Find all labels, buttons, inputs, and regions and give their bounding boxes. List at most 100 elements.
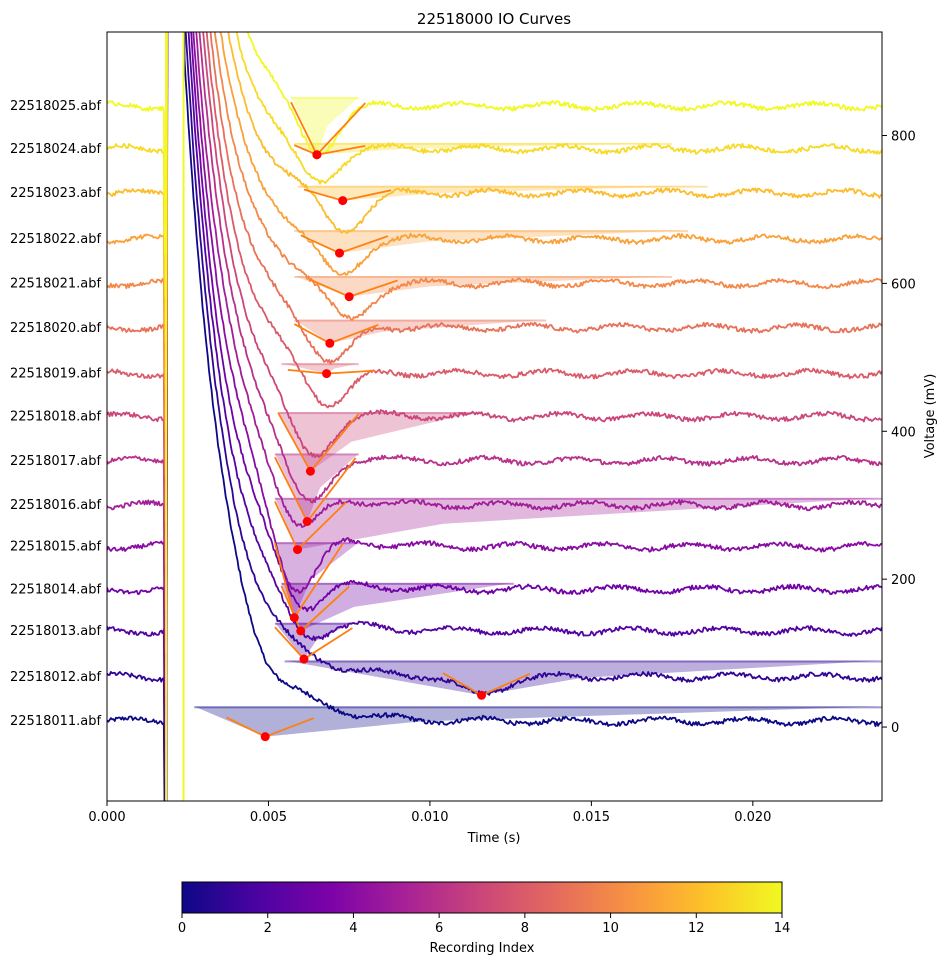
series-label-11: 22518022.abf bbox=[10, 232, 102, 247]
series-label-10: 22518021.abf bbox=[10, 276, 102, 291]
peak-marker-1 bbox=[477, 690, 487, 700]
colorbar-tick-label-5: 10 bbox=[602, 921, 619, 936]
x-tick-label-1: 0.005 bbox=[250, 810, 287, 825]
x-axis-ticks: 0.000 0.005 0.010 0.015 0.020 bbox=[88, 801, 771, 825]
peak-fill-8 bbox=[281, 363, 359, 374]
series-label-7: 22518018.abf bbox=[10, 410, 102, 425]
peak-marker-7 bbox=[305, 466, 315, 476]
fill-top-0 bbox=[194, 706, 882, 709]
y-axis-label: Voltage (mV) bbox=[923, 374, 938, 459]
peak-fill-5 bbox=[274, 497, 882, 550]
colorbar: 0 2 4 6 8 10 12 14 Recording Index bbox=[178, 881, 790, 956]
peak-marker-4 bbox=[289, 613, 299, 623]
series-label-6: 22518017.abf bbox=[10, 454, 102, 469]
y-tick-label-1: 200 bbox=[891, 573, 916, 588]
trace-1 bbox=[107, 32, 882, 801]
peak-markers bbox=[260, 150, 487, 742]
colorbar-ticks: 0 2 4 6 8 10 12 14 bbox=[178, 913, 790, 936]
x-tick-label-0: 0.000 bbox=[88, 810, 125, 825]
fill-top-7 bbox=[278, 412, 476, 415]
trace-14 bbox=[107, 32, 882, 255]
colorbar-tick-label-7: 14 bbox=[774, 921, 791, 936]
peak-fill-0 bbox=[194, 706, 882, 737]
series-label-0: 22518011.abf bbox=[10, 714, 102, 729]
peak-marker-3 bbox=[296, 626, 306, 636]
peak-marker-14 bbox=[312, 150, 322, 160]
y-tick-label-4: 800 bbox=[891, 130, 916, 145]
peak-fill-1 bbox=[284, 660, 882, 696]
x-tick-label-2: 0.010 bbox=[411, 810, 448, 825]
y-tick-label-0: 0 bbox=[891, 721, 899, 736]
trace-11 bbox=[107, 32, 882, 388]
trace-5 bbox=[107, 32, 882, 654]
trace-6 bbox=[107, 32, 882, 610]
voltage-traces bbox=[107, 32, 882, 801]
fill-top-2 bbox=[274, 622, 353, 625]
y-axis-ticks: 0 200 400 600 800 bbox=[882, 130, 916, 736]
trace-12 bbox=[107, 32, 882, 343]
fill-top-1 bbox=[284, 660, 882, 663]
fill-top-5 bbox=[274, 497, 882, 500]
fill-top-10 bbox=[294, 276, 673, 279]
peak-fill-11 bbox=[294, 230, 689, 254]
fill-top-11 bbox=[294, 230, 689, 233]
fill-top-3 bbox=[281, 582, 514, 585]
trace-10 bbox=[107, 32, 882, 433]
trace-9 bbox=[107, 32, 882, 477]
colorbar-tick-label-6: 12 bbox=[688, 921, 705, 936]
series-label-4: 22518015.abf bbox=[10, 540, 102, 555]
peak-marker-9 bbox=[325, 338, 335, 348]
series-label-1: 22518012.abf bbox=[10, 670, 102, 685]
series-label-14: 22518025.abf bbox=[10, 99, 102, 114]
peak-marker-10 bbox=[344, 292, 354, 302]
trace-4 bbox=[107, 32, 882, 696]
peak-fill-6 bbox=[274, 453, 359, 522]
fill-top-4 bbox=[274, 542, 359, 545]
series-label-12: 22518023.abf bbox=[10, 186, 102, 201]
peak-marker-12 bbox=[338, 196, 348, 206]
peak-marker-5 bbox=[293, 545, 303, 555]
series-labels: 22518011.abf 22518012.abf 22518013.abf 2251… bbox=[10, 99, 102, 729]
peak-fill-7 bbox=[278, 412, 476, 472]
y-tick-label-3: 600 bbox=[891, 277, 916, 292]
colorbar-gradient bbox=[181, 881, 783, 914]
peak-marker-8 bbox=[322, 369, 332, 379]
colorbar-tick-label-4: 8 bbox=[521, 921, 529, 936]
peak-marker-6 bbox=[302, 516, 312, 526]
fill-top-12 bbox=[297, 185, 708, 188]
colorbar-tick-label-1: 2 bbox=[264, 921, 272, 936]
colorbar-label: Recording Index bbox=[430, 941, 535, 956]
fill-top-13 bbox=[294, 142, 673, 145]
series-label-5: 22518016.abf bbox=[10, 498, 102, 513]
y-tick-label-2: 400 bbox=[891, 425, 916, 440]
trace-8 bbox=[107, 32, 882, 523]
series-label-3: 22518014.abf bbox=[10, 583, 102, 598]
x-axis-label: Time (s) bbox=[467, 831, 521, 846]
series-label-9: 22518020.abf bbox=[10, 321, 102, 336]
peak-fill-14 bbox=[291, 97, 359, 155]
trace-13 bbox=[107, 32, 882, 298]
x-tick-label-3: 0.015 bbox=[573, 810, 610, 825]
stimulus-artifact bbox=[165, 32, 185, 801]
plot-frame bbox=[106, 31, 883, 802]
trace-3 bbox=[107, 32, 882, 739]
trace-2 bbox=[107, 32, 882, 780]
peak-fill-9 bbox=[294, 319, 547, 344]
colorbar-tick-label-3: 6 bbox=[435, 921, 443, 936]
fill-top-9 bbox=[294, 319, 547, 322]
peak-fill-4 bbox=[274, 542, 359, 618]
trace-7 bbox=[107, 32, 882, 566]
fill-top-8 bbox=[281, 363, 359, 366]
colorbar-tick-label-2: 4 bbox=[349, 921, 357, 936]
chart-title: 22518000 IO Curves bbox=[417, 10, 571, 28]
plot-area bbox=[107, 32, 882, 801]
series-label-13: 22518024.abf bbox=[10, 142, 102, 157]
trace-0 bbox=[107, 32, 882, 801]
peak-marker-11 bbox=[335, 248, 344, 258]
fill-top-14 bbox=[291, 97, 359, 100]
series-label-2: 22518013.abf bbox=[10, 624, 102, 639]
x-tick-label-4: 0.020 bbox=[734, 810, 771, 825]
colorbar-tick-label-0: 0 bbox=[178, 921, 186, 936]
peak-marker-2 bbox=[299, 654, 309, 664]
